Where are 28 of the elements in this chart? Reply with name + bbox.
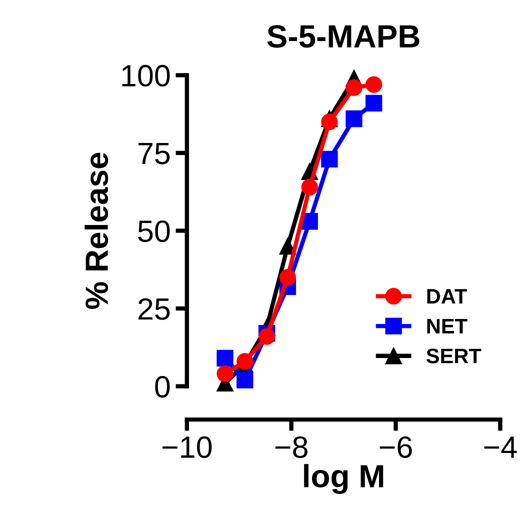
y-axis-title: % Release	[84, 152, 108, 309]
point	[236, 353, 254, 370]
y-tick-label: 0	[155, 376, 170, 398]
point	[346, 110, 362, 128]
point	[346, 79, 362, 96]
point	[321, 150, 338, 168]
point	[366, 94, 382, 112]
point	[258, 328, 276, 345]
y-tick-label: 75	[138, 143, 170, 164]
point	[301, 178, 318, 196]
legend-label: DAT	[427, 289, 467, 304]
legend-label: NET	[427, 319, 468, 334]
x-tick-label: −10	[162, 436, 212, 458]
chart-title: S-5-MAPB	[267, 25, 420, 48]
point	[279, 269, 296, 286]
point	[216, 350, 234, 367]
point	[236, 372, 254, 388]
point	[216, 365, 234, 382]
point	[366, 76, 382, 93]
x-tick-label: −8	[275, 436, 308, 458]
x-tick-label: −4	[484, 436, 517, 458]
y-tick-label: 25	[138, 298, 170, 320]
y-tick-label: 100	[122, 64, 170, 87]
x-axis-title: log M	[304, 464, 384, 494]
y-tick-label: 50	[138, 220, 170, 242]
legend-label: SERT	[426, 348, 482, 364]
point	[321, 114, 338, 130]
x-tick-label: −6	[380, 436, 412, 458]
